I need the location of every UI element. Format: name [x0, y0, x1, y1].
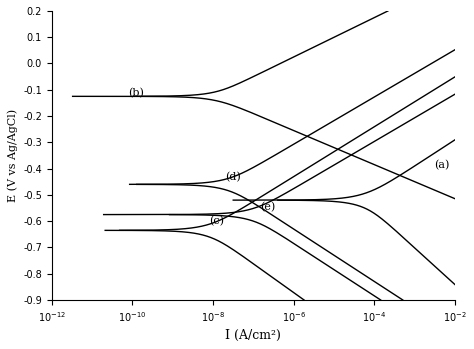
Text: (c): (c): [209, 216, 224, 226]
Y-axis label: E (V vs Ag/AgCl): E (V vs Ag/AgCl): [7, 109, 18, 202]
Text: (a): (a): [434, 159, 449, 170]
Text: (d): (d): [225, 172, 241, 182]
X-axis label: I (A/cm²): I (A/cm²): [226, 329, 282, 342]
Text: (b): (b): [128, 88, 144, 98]
Text: (e): (e): [261, 202, 276, 213]
